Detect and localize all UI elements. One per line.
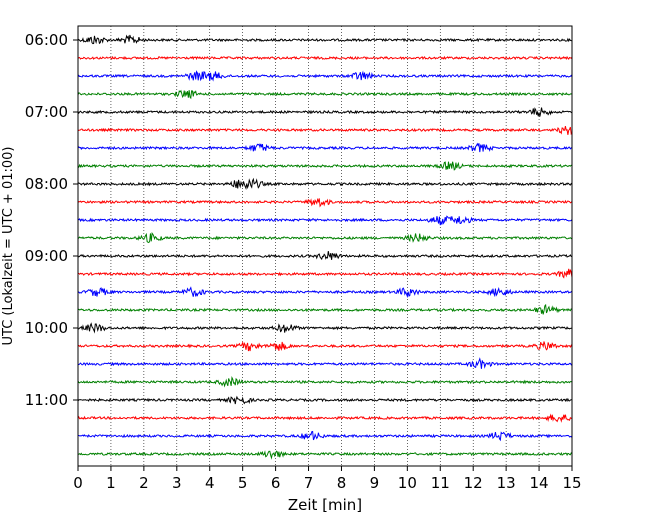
x-tick-label: 7 xyxy=(304,474,314,492)
y-tick-label: 08:00 xyxy=(25,175,68,193)
seismic-trace xyxy=(77,70,573,82)
seismic-traces xyxy=(77,34,573,460)
x-tick-label: 1 xyxy=(106,474,116,492)
seismic-trace xyxy=(77,357,573,369)
y-axis-ticks: 06:00 07:00 08:00 09:00 10:00 11:00 xyxy=(25,31,78,409)
x-tick-label: 14 xyxy=(530,474,549,492)
seismic-trace xyxy=(77,142,573,153)
x-tick-label: 10 xyxy=(398,474,417,492)
x-tick-label: 0 xyxy=(73,474,83,492)
seismic-trace xyxy=(77,268,573,279)
x-tick-label: 6 xyxy=(271,474,281,492)
seismic-trace xyxy=(77,161,573,171)
seismic-trace xyxy=(77,413,573,423)
grid-lines xyxy=(110,26,540,466)
seismic-trace xyxy=(77,55,573,61)
y-tick-label: 09:00 xyxy=(25,247,68,265)
seismic-trace xyxy=(77,322,573,334)
seismic-trace xyxy=(77,231,573,244)
x-tick-label: 2 xyxy=(139,474,149,492)
seismic-trace xyxy=(77,376,573,388)
x-tick-label: 12 xyxy=(464,474,483,492)
x-axis-ticks: 0 1 2 3 4 5 6 7 8 9 10 11 12 13 14 15 xyxy=(73,466,582,492)
x-axis-label: Zeit [min] xyxy=(288,496,362,514)
plot-frame xyxy=(77,25,573,467)
seismic-trace xyxy=(77,395,573,405)
seismic-trace xyxy=(77,340,573,352)
y-axis-label: UTC (Lokalzeit = UTC + 01:00) xyxy=(1,147,16,346)
x-tick-label: 4 xyxy=(205,474,215,492)
seismic-trace xyxy=(77,251,573,261)
seismic-trace xyxy=(77,34,573,45)
x-tick-label: 3 xyxy=(172,474,182,492)
seismic-trace xyxy=(77,89,573,100)
seismic-trace xyxy=(77,430,573,442)
x-tick-label: 8 xyxy=(337,474,347,492)
seismic-trace xyxy=(77,303,573,315)
x-tick-label: 9 xyxy=(370,474,380,492)
x-tick-label: 5 xyxy=(238,474,248,492)
x-tick-label: 15 xyxy=(562,474,581,492)
seismic-trace xyxy=(77,450,573,460)
seismic-trace xyxy=(77,197,573,208)
seismic-trace xyxy=(77,286,573,299)
y-tick-label: 11:00 xyxy=(25,391,68,409)
y-tick-label: 06:00 xyxy=(25,31,68,49)
x-tick-label: 11 xyxy=(431,474,450,492)
seismic-trace xyxy=(77,177,573,190)
y-tick-label: 10:00 xyxy=(25,319,68,337)
seismic-trace xyxy=(77,125,573,136)
y-tick-label: 07:00 xyxy=(25,103,68,121)
seismic-trace xyxy=(77,215,573,226)
seismic-trace xyxy=(77,107,573,117)
x-tick-label: 13 xyxy=(497,474,516,492)
